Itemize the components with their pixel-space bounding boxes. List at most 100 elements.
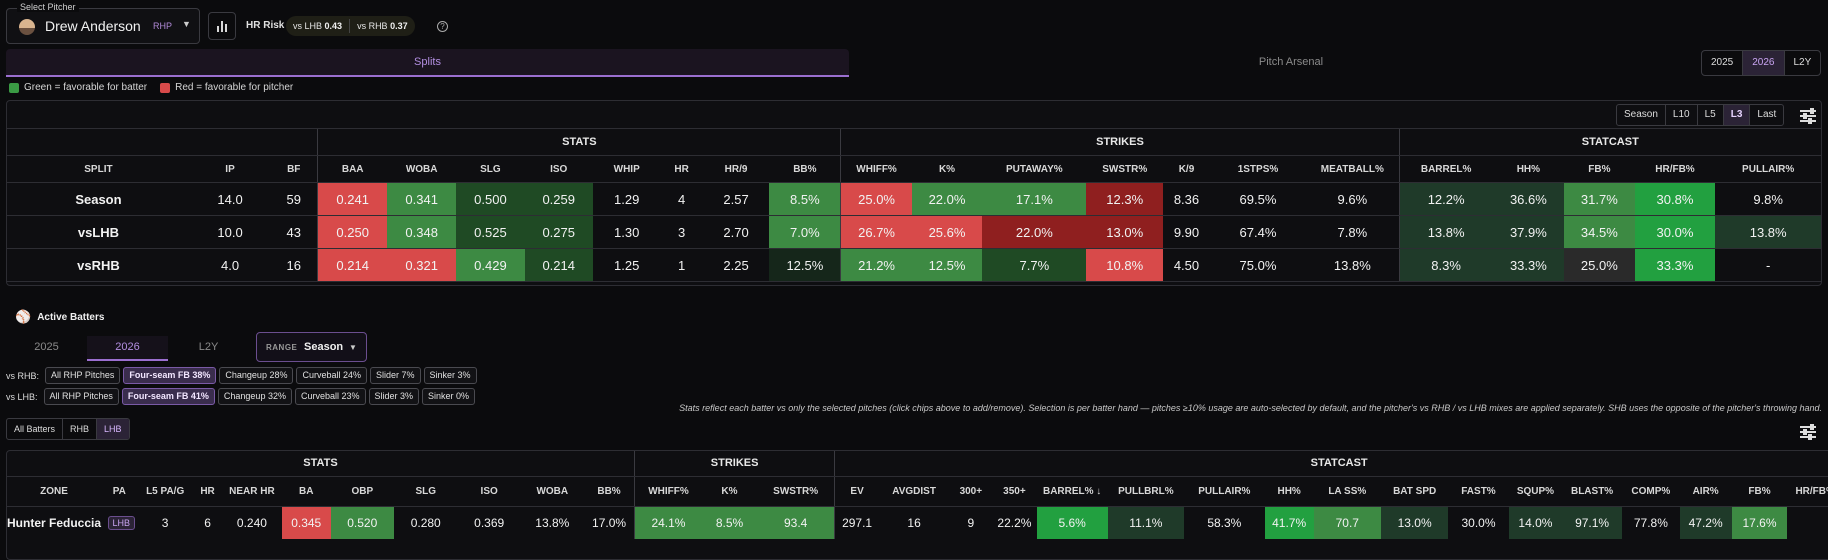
stat-cell: 25.6% — [911, 215, 983, 249]
pitch-chip[interactable]: Slider 7% — [370, 367, 421, 384]
hand-filter-option[interactable]: All Batters — [7, 419, 64, 439]
column-header[interactable]: COMP% — [1622, 476, 1680, 507]
tab-pitch-arsenal[interactable]: Pitch Arsenal — [1258, 56, 1324, 68]
stat-cell: 16 — [270, 248, 318, 282]
column-header[interactable]: WOBA — [520, 476, 585, 507]
year-option[interactable]: L2Y — [1793, 57, 1812, 68]
pitcher-select-label: Select Pitcher — [17, 2, 79, 12]
pitch-chip[interactable]: Changeup 32% — [217, 388, 292, 405]
column-header[interactable]: FAST% — [1448, 476, 1509, 507]
pitch-chip[interactable]: Sinker 0% — [422, 388, 476, 405]
stat-cell: 0.348 — [387, 215, 457, 249]
column-header[interactable]: SLG — [393, 476, 458, 507]
column-header[interactable]: AIR% — [1679, 476, 1732, 507]
column-header[interactable]: SWSTR% — [757, 476, 835, 507]
batters-table: STATS STRIKES STATCAST ZONE PA L5 PA/G HR NE… — [7, 451, 1828, 539]
pitcher-hand: RHP — [153, 21, 173, 31]
batter-name-cell[interactable]: Hunter Feduccia — [7, 506, 101, 539]
column-header[interactable]: AVGDIST — [878, 476, 950, 507]
pitcher-select[interactable]: Select Pitcher Drew Anderson RHP ▼ — [6, 2, 200, 44]
pitch-chip[interactable]: All RHP Pitches — [45, 367, 121, 384]
batter-name[interactable]: Hunter Feduccia — [7, 515, 102, 530]
column-header[interactable]: PULLBRL% — [1107, 476, 1184, 507]
year-option[interactable]: 2026 — [1743, 51, 1785, 75]
column-header[interactable]: ZONE — [7, 476, 102, 507]
column-header: BF — [270, 155, 318, 183]
stat-cell: 8.5% — [769, 182, 841, 216]
year-option[interactable]: 2025 — [1702, 51, 1744, 75]
stat-cell: 12.5% — [911, 248, 983, 282]
green-swatch — [9, 82, 19, 93]
stat-cell: 0.429 — [456, 248, 525, 282]
tab-year[interactable]: 2026 — [87, 336, 168, 361]
column-header[interactable]: PA — [101, 476, 138, 507]
column-header[interactable]: 350+ — [992, 476, 1037, 507]
column-header[interactable]: L5 PA/G — [137, 476, 193, 507]
pitch-chip[interactable]: Sinker 3% — [423, 367, 477, 384]
stat-cell: 7.8% — [1306, 215, 1400, 249]
range-option[interactable]: L3 — [1723, 105, 1751, 125]
stat-cell: 0.259 — [524, 182, 593, 216]
range-option[interactable]: Last — [1757, 109, 1777, 120]
column-header: HR/9 — [702, 155, 770, 183]
column-header[interactable]: ISO — [457, 476, 521, 507]
pitch-chip[interactable]: Slider 3% — [368, 388, 420, 405]
bar-chart-button[interactable] — [208, 12, 236, 40]
table-row[interactable]: Hunter Feduccia LHB 3 6 0.240 0.345 0.520 0.280… — [7, 506, 1828, 539]
column-header[interactable]: FB% — [1731, 476, 1788, 507]
stat-cell: 70.7 — [1313, 506, 1382, 539]
bar-chart-icon — [217, 26, 219, 32]
range-select[interactable]: RANGE Season ▼ — [256, 332, 367, 362]
range-option[interactable]: Season — [1617, 105, 1666, 125]
splits-column-header: SPLIT IP BF BAA WOBA SLG ISO WHIP HR HR/9 BB% WHIFF… — [7, 155, 1821, 183]
slider-knob — [1810, 108, 1814, 114]
column-header[interactable]: 300+ — [949, 476, 993, 507]
bar-chart-icon — [221, 21, 223, 32]
sortable-column-header[interactable]: BARREL% ↓ — [1036, 476, 1108, 507]
column-header[interactable]: HH% — [1264, 476, 1314, 507]
hand-filter-option[interactable]: RHB — [63, 419, 98, 439]
settings-sliders-icon[interactable] — [1800, 108, 1816, 124]
column-header[interactable]: NEAR HR — [222, 476, 282, 507]
stat-cell: 17.0% — [592, 515, 627, 530]
tab-year[interactable]: L2Y — [198, 341, 219, 353]
hr-risk-label: HR Risk — [246, 20, 285, 31]
pitch-chip[interactable]: Four-seam FB 38% — [123, 367, 217, 384]
stat-cell: 41.7% — [1264, 506, 1314, 539]
help-icon[interactable]: ? — [437, 21, 448, 32]
stat-cell: 7.7% — [982, 248, 1087, 282]
column-header[interactable]: HR/FB% — [1787, 476, 1828, 507]
column-header[interactable]: K% — [701, 476, 758, 507]
column-header[interactable]: BLAST% — [1562, 476, 1623, 507]
pitch-chip[interactable]: Curveball 23% — [294, 388, 366, 405]
split-label: vsLHB — [7, 215, 190, 249]
column-header[interactable]: BB% — [584, 476, 635, 507]
column-header: BAA — [317, 155, 388, 183]
pitch-chip[interactable]: Four-seam FB 41% — [121, 388, 215, 405]
column-header[interactable]: WHIFF% — [633, 476, 702, 507]
column-header[interactable]: BAT SPD — [1381, 476, 1449, 507]
column-header[interactable]: LA SS% — [1313, 476, 1382, 507]
stat-cell: 0.280 — [410, 515, 441, 530]
tab-splits[interactable]: Splits — [6, 49, 849, 77]
tab-year[interactable]: 2025 — [34, 341, 59, 353]
column-header[interactable]: OBP — [330, 476, 394, 507]
range-option[interactable]: L10 — [1666, 105, 1698, 125]
settings-sliders-icon[interactable] — [1800, 424, 1816, 440]
hand-filter-option[interactable]: LHB — [97, 419, 129, 439]
column-header[interactable]: HR — [192, 476, 223, 507]
range-option[interactable]: L5 — [1698, 105, 1724, 125]
column-header[interactable]: SQUP% — [1508, 476, 1563, 507]
splits-table: STATS STRIKES STATCAST SPLIT IP BF BAA WOBA S… — [7, 128, 1821, 282]
stat-cell: 30.0% — [1634, 215, 1716, 249]
pitch-chip[interactable]: Curveball 24% — [296, 367, 367, 384]
stat-cell: 0.525 — [456, 215, 525, 249]
stat-cell: 33.3% — [1492, 248, 1565, 282]
column-header[interactable]: EV — [834, 476, 879, 507]
pitch-chip[interactable]: All RHP Pitches — [43, 388, 119, 405]
column-header[interactable]: PULLAIR% — [1183, 476, 1265, 507]
column-header[interactable]: BA — [281, 476, 331, 507]
stat-cell: 0.369 — [474, 515, 505, 530]
stat-cell: 0.341 — [387, 182, 457, 216]
pitch-chip[interactable]: Changeup 28% — [219, 367, 294, 384]
